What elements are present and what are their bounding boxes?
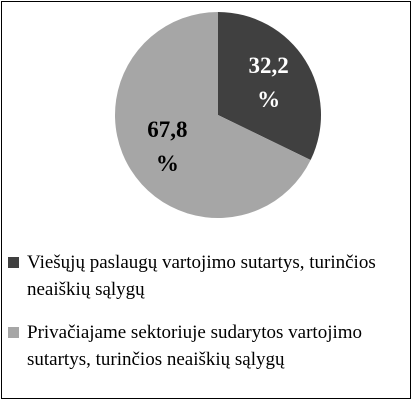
pie-slice [218,12,321,161]
value-label: 32,2 % [248,53,289,113]
legend-swatch [8,257,19,268]
value-label: 67,8 % [147,116,188,176]
legend-swatch [8,327,19,338]
legend-label: Privačiajame sektoriuje sudarytos vartoj… [27,322,363,370]
legend-label: Viešųjų paslaugų vartojimo sutartys, tur… [27,252,376,300]
legend-entry: Privačiajame sektoriuje sudarytos vartoj… [8,319,408,373]
pie-slice [114,12,311,218]
legend-entry: Viešųjų paslaugų vartojimo sutartys, tur… [8,249,408,303]
